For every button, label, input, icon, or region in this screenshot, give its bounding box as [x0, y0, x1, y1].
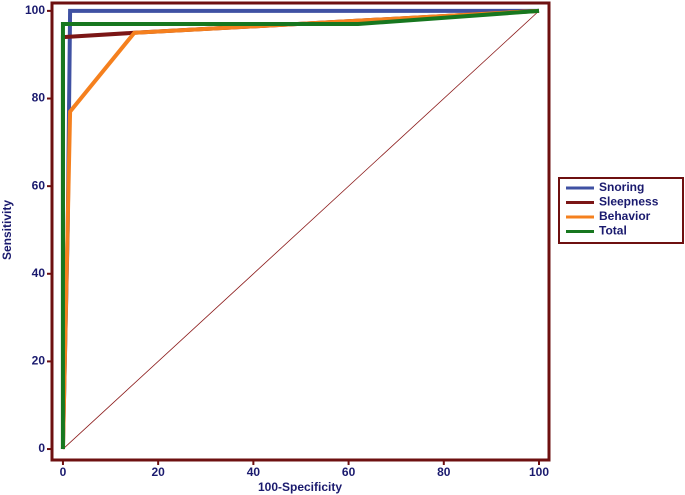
y-axis-label: Sensitivity [0, 200, 14, 260]
x-tick-label: 60 [342, 465, 356, 479]
x-tick-label: 20 [151, 465, 165, 479]
y-tick-label: 40 [32, 266, 46, 280]
x-axis-label: 100-Specificity [258, 480, 342, 494]
legend-label: Sleepness [599, 195, 659, 209]
reference-line [62, 10, 540, 450]
legend-label: Total [599, 224, 627, 238]
y-tick-label: 100 [25, 3, 45, 17]
y-tick-label: 0 [38, 441, 45, 455]
x-tick-label: 80 [437, 465, 451, 479]
legend-label: Behavior [599, 209, 651, 223]
x-tick-label: 100 [529, 465, 549, 479]
roc-line [60, 8, 540, 450]
legend-label: Snoring [599, 180, 644, 194]
roc-line [60, 8, 540, 450]
y-tick-label: 20 [32, 354, 46, 368]
x-tick-label: 40 [247, 465, 261, 479]
plot-frame [50, 1, 551, 462]
x-tick-label: 0 [60, 465, 67, 479]
y-tick-label: 60 [32, 178, 46, 192]
y-tick-label: 80 [32, 91, 46, 105]
